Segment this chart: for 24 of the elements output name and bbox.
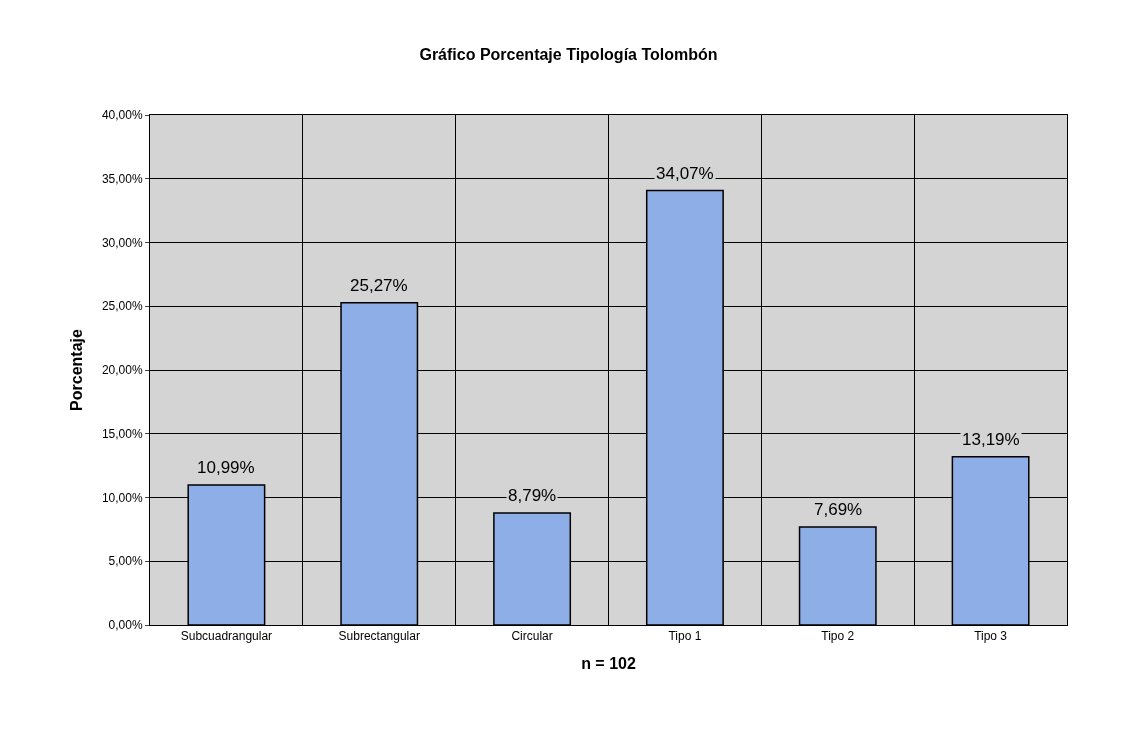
y-tick-label: 15,00% — [101, 426, 143, 441]
x-tick-label: Tipo 1 — [668, 629, 702, 644]
y-tick-label: 5,00% — [108, 554, 143, 569]
data-label: 10,99% — [197, 458, 255, 477]
data-label: 8,79% — [508, 486, 557, 505]
data-label: 13,19% — [962, 430, 1020, 449]
y-tick-label: 10,00% — [101, 490, 143, 505]
y-tick-label: 30,00% — [101, 235, 143, 250]
y-tick-label: 35,00% — [101, 171, 143, 186]
y-tick-label: 40,00% — [101, 108, 143, 123]
x-axis-title: n = 102 — [581, 655, 636, 673]
x-tick-label: Tipo 2 — [821, 629, 855, 644]
y-tick-label: 20,00% — [101, 363, 143, 378]
x-tick-label: Circular — [511, 629, 553, 644]
y-tick-label: 25,00% — [101, 299, 143, 314]
x-tick-label: Subrectangular — [338, 629, 420, 644]
x-tick-label: Subcuadrangular — [180, 629, 273, 644]
y-axis-title: Porcentaje — [67, 328, 85, 411]
y-tick-label: 0,00% — [108, 618, 143, 633]
data-label: 34,07% — [656, 164, 714, 183]
data-label: 25,27% — [350, 276, 408, 295]
x-tick-label: Tipo 3 — [974, 629, 1008, 644]
data-label: 7,69% — [814, 500, 863, 519]
chart-title: Gráfico Porcentaje Tipología Tolombón — [419, 46, 718, 64]
